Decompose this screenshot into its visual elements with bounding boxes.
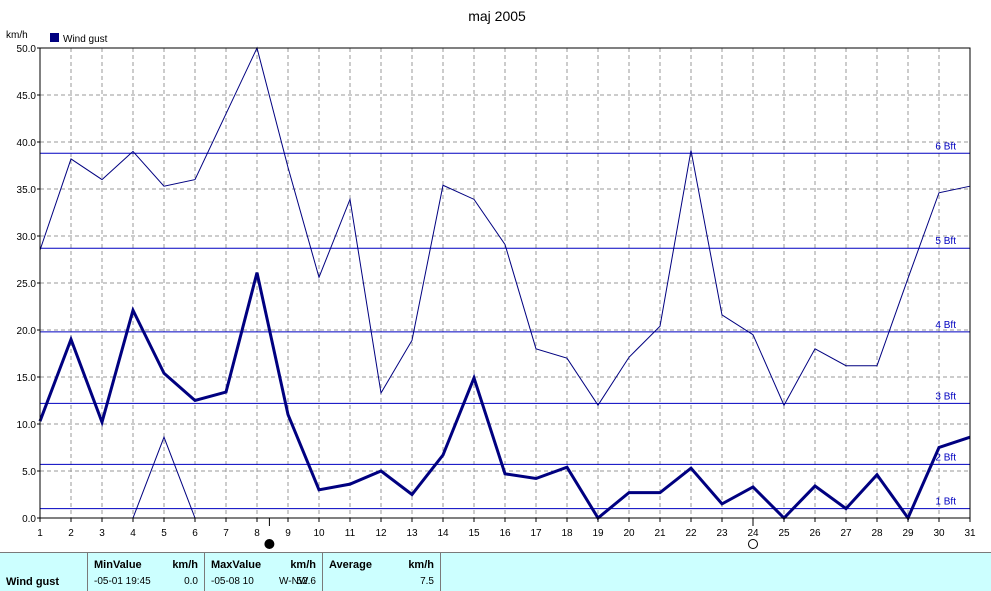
series-line-min [132,435,196,519]
y-tick-label: 25.0 [17,279,37,290]
x-tick-label: 31 [964,528,976,539]
beaufort-label: 5 Bft [935,236,956,247]
stats-row-label: Wind gust [6,576,60,588]
beaufort-label: 1 Bft [935,497,956,508]
series-lines [38,46,971,522]
y-tick-label: 30.0 [17,232,37,243]
y-tick-label: 0.0 [22,514,36,525]
x-axis-ticks: 1 2 3 4 5 6 7 8 9 10 11 12 13 14 15 16 17 18 19 20 21 22 23 24 2… [37,518,976,539]
x-tick-label: 28 [871,528,883,539]
min-time: -05-01 19:45 [94,576,151,587]
legend-label: Wind gust [63,34,108,45]
x-tick-label: 5 [161,528,167,539]
average-unit: km/h [408,559,434,571]
min-header: MinValue [94,559,142,571]
average-header: Average [329,559,373,571]
x-tick-label: 21 [654,528,666,539]
x-tick-label: 27 [840,528,852,539]
max-direction: W-NW [279,576,309,587]
x-tick-label: 23 [716,528,728,539]
x-tick-label: 9 [285,528,291,539]
average-value: 7.5 [420,576,434,587]
max-unit: km/h [290,559,316,571]
x-tick-label: 29 [902,528,914,539]
beaufort-reference-lines: 1 Bft 2 Bft 3 Bft 4 Bft 5 Bft 6 Bft [40,141,970,510]
max-time: -05-08 10 [211,576,254,587]
chart-title: maj 2005 [468,8,526,24]
x-tick-label: 2 [68,528,74,539]
statistics-bar: Wind gust MinValue km/h -05-01 19:45 0.0… [0,552,991,591]
x-tick-label: 30 [933,528,945,539]
y-tick-label: 20.0 [17,326,37,337]
stats-min-cell: MinValue km/h -05-01 19:45 0.0 [88,553,205,591]
legend-swatch [50,33,59,42]
day-markers [264,518,758,549]
stats-max-cell: MaxValue km/h -05-08 10 W-NW 52.6 [205,553,323,591]
x-tick-label: 25 [778,528,790,539]
y-tick-label: 50.0 [17,44,37,55]
beaufort-label: 4 Bft [935,320,956,331]
x-tick-label: 10 [313,528,325,539]
x-tick-label: 3 [99,528,105,539]
grid [40,48,970,518]
max-header: MaxValue [211,559,262,571]
x-tick-label: 17 [530,528,542,539]
y-tick-label: 10.0 [17,420,37,431]
y-tick-label: 45.0 [17,91,37,102]
stats-label-cell: Wind gust [0,553,88,591]
x-tick-label: 13 [406,528,418,539]
x-tick-label: 20 [623,528,635,539]
series-line-average [38,272,971,522]
max-value: 52.6 [296,576,316,587]
x-tick-label: 15 [468,528,480,539]
x-tick-label: 22 [685,528,697,539]
x-tick-label: 8 [254,528,260,539]
x-tick-label: 19 [592,528,604,539]
x-tick-label: 24 [747,528,759,539]
x-tick-label: 12 [375,528,387,539]
series-line-max [39,46,971,407]
x-tick-label: 14 [437,528,449,539]
beaufort-label: 2 Bft [935,452,956,463]
y-tick-label: 35.0 [17,185,37,196]
x-tick-label: 26 [809,528,821,539]
x-tick-label: 4 [130,528,136,539]
max-day-marker [264,539,275,549]
y-tick-label: 15.0 [17,373,37,384]
y-axis-ticks: 0.0 5.0 10.0 15.0 20.0 25.0 30.0 35.0 40.0 45.0 50… [17,44,40,525]
x-tick-label: 1 [37,528,43,539]
x-tick-label: 18 [561,528,573,539]
x-tick-label: 11 [345,528,356,539]
x-tick-label: 6 [192,528,198,539]
x-tick-label: 7 [223,528,229,539]
y-tick-label: 5.0 [22,467,36,478]
wind-gust-chart: maj 2005 km/h Wind gust 1 Bft 2 Bft 3 Bft 4… [6,8,976,549]
y-unit-label: km/h [6,30,28,41]
beaufort-label: 6 Bft [935,141,956,152]
beaufort-label: 3 Bft [935,391,956,402]
min-value: 0.0 [184,576,198,587]
y-tick-label: 40.0 [17,138,37,149]
min-day-marker [748,539,758,549]
x-tick-label: 16 [499,528,511,539]
min-unit: km/h [172,559,198,571]
stats-average-cell: Average km/h 7.5 [323,553,441,591]
